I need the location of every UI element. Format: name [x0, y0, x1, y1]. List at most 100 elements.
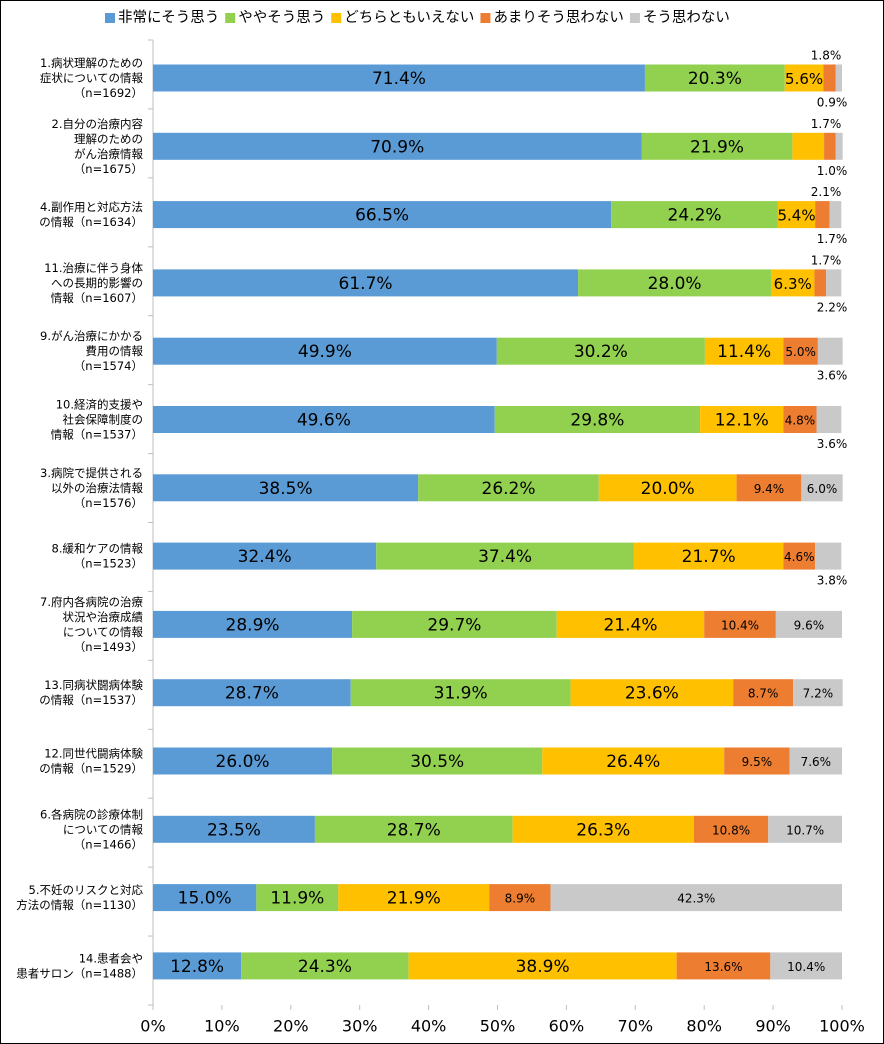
category-label: 費用の情報	[86, 344, 144, 358]
data-label: 37.4%	[478, 547, 532, 567]
category-label: 11.治療に伴う身体	[44, 261, 143, 275]
data-label: 4.8%	[785, 414, 816, 428]
category-label: への長期的影響の	[51, 276, 143, 290]
bar-segment	[704, 337, 784, 365]
bar-segment	[775, 610, 842, 638]
bar-segment	[489, 884, 551, 912]
category-label: （n=1675）	[74, 162, 143, 176]
category-label: 状況や治療成績	[63, 610, 144, 624]
bar-segment	[826, 269, 842, 297]
bar-segment	[241, 952, 409, 980]
bar-segment	[768, 815, 842, 843]
category-label: の情報（n=1634）	[39, 215, 143, 229]
data-label: 12.1%	[715, 411, 769, 431]
data-label: 1.7%	[811, 253, 842, 267]
data-label: 0.9%	[817, 96, 848, 110]
category-label: 13.同病状闘病体験	[44, 678, 143, 692]
legend-swatch	[331, 13, 342, 23]
bar-segment	[777, 201, 816, 229]
bar-segment	[556, 610, 705, 638]
bar-segment	[153, 132, 642, 160]
data-label: 26.3%	[576, 820, 630, 840]
bar-segment	[153, 337, 497, 365]
category-label: （n=1523）	[74, 557, 143, 571]
bar-segment	[783, 337, 818, 365]
bar-segment	[153, 406, 495, 433]
data-label: 7.2%	[803, 687, 834, 701]
bar-segment	[644, 64, 785, 92]
category-label: 症状についての情報	[40, 71, 144, 85]
bar-segment	[733, 679, 794, 707]
category-label: 6.各病院の診療体制	[40, 807, 143, 821]
data-label: 42.3%	[677, 892, 715, 906]
bar-segment	[408, 952, 677, 980]
bar-segment	[352, 610, 557, 638]
data-label: 6.0%	[807, 482, 838, 496]
data-label: 26.0%	[216, 752, 270, 772]
legend-swatch	[480, 13, 491, 23]
category-label: 14.患者会や	[79, 951, 143, 965]
bar-segment	[153, 474, 419, 502]
data-label: 10.7%	[786, 823, 824, 837]
bar-segment	[153, 610, 353, 638]
legend-swatch	[105, 13, 115, 23]
category-label: の情報（n=1537）	[39, 693, 143, 707]
bar-segment	[815, 542, 842, 570]
data-label: 3.6%	[817, 369, 848, 383]
data-label: 49.6%	[297, 411, 351, 431]
data-label: 1.7%	[811, 117, 842, 131]
data-label: 11.9%	[270, 889, 324, 909]
bar-segment	[792, 132, 825, 160]
legend-label: そう思わない	[643, 9, 730, 26]
x-tick-label: 80%	[686, 1017, 722, 1036]
data-label: 6.3%	[774, 275, 812, 293]
data-label: 32.4%	[238, 547, 292, 567]
bar-segment	[676, 952, 771, 980]
category-label: 9.がん治療にかかる	[40, 329, 143, 343]
data-label: 8.9%	[505, 892, 536, 906]
data-label: 24.2%	[668, 206, 722, 226]
category-label: 1.病状理解のための	[40, 56, 143, 70]
bar-segment	[611, 201, 778, 229]
data-label: 30.5%	[410, 752, 464, 772]
category-label: 情報（n=1537）	[51, 428, 143, 442]
data-label: 26.4%	[606, 752, 660, 772]
bar-segment	[814, 269, 827, 297]
data-label: 5.4%	[777, 207, 815, 225]
category-label: 以外の治療法情報	[51, 481, 143, 495]
category-label: 患者サロン（n=1488）	[16, 966, 143, 980]
bar-segment	[153, 64, 645, 92]
bar-segment	[350, 679, 571, 707]
bar-segment	[570, 679, 734, 707]
bar-segment	[824, 132, 836, 160]
bar-segment	[770, 952, 842, 980]
category-label: の情報（n=1529）	[39, 762, 143, 776]
bar-segment	[578, 269, 772, 297]
bar-segment	[153, 201, 612, 229]
bar-segment	[332, 747, 543, 775]
data-label: 1.7%	[817, 232, 848, 246]
data-label: 20.0%	[641, 479, 695, 499]
data-label: 30.2%	[574, 342, 628, 362]
data-label: 8.7%	[748, 687, 779, 701]
x-tick-label: 0%	[140, 1017, 165, 1036]
category-label: 8.緩和ケアの情報	[52, 542, 144, 556]
category-label: 2.自分の治療内容	[52, 117, 144, 131]
bar-segment	[693, 815, 769, 843]
category-label: 情報（n=1607）	[51, 291, 143, 305]
data-label: 3.6%	[817, 437, 848, 451]
data-label: 24.3%	[298, 957, 352, 977]
x-tick-label: 40%	[411, 1017, 447, 1036]
data-label: 2.1%	[811, 185, 842, 199]
data-label: 9.4%	[754, 482, 785, 496]
category-label: 社会保障制度の	[63, 413, 144, 427]
bar-segment	[829, 201, 842, 229]
bar-segment	[704, 610, 776, 638]
x-tick-label: 30%	[342, 1017, 378, 1036]
bar-segment	[641, 132, 793, 160]
data-label: 26.2%	[482, 479, 536, 499]
bar-segment	[789, 747, 842, 775]
data-label: 61.7%	[339, 274, 393, 294]
